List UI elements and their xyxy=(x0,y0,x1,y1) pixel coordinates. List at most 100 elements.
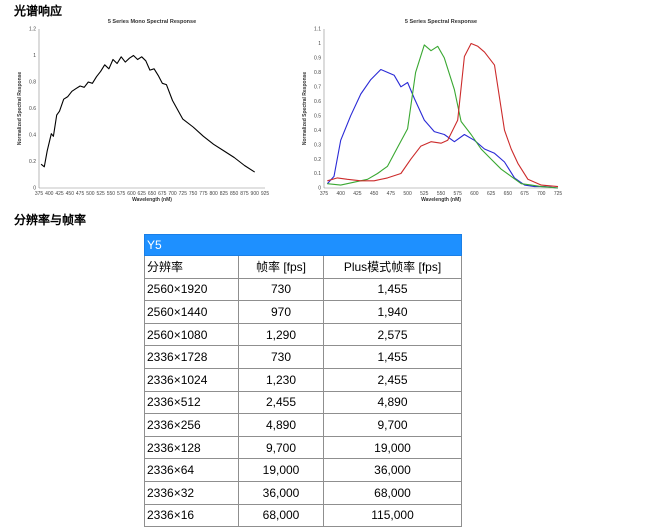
y-tick-label: 0.9 xyxy=(314,56,321,62)
cell-resolution: 2560×1440 xyxy=(144,300,239,324)
x-tick-label: 700 xyxy=(537,191,546,197)
chart-title: 5 Series Mono Spectral Response xyxy=(108,19,196,25)
y-tick-label: 0 xyxy=(33,186,36,192)
y-tick-label: 0.1 xyxy=(314,171,321,177)
cell-frame-rate: 730 xyxy=(238,345,324,369)
y-tick-label: 1 xyxy=(33,53,36,59)
x-tick-label: 375 xyxy=(320,191,329,197)
cell-resolution: 2560×1920 xyxy=(144,277,239,302)
cell-frame-rate: 9,700 xyxy=(238,435,324,460)
y-tick-label: 0.2 xyxy=(29,159,36,165)
x-tick-label: 500 xyxy=(403,191,412,197)
y-tick-label: 0.8 xyxy=(314,70,321,76)
x-tick-label: 775 xyxy=(199,191,208,197)
cell-frame-rate: 1,290 xyxy=(238,322,324,347)
x-axis-label: Wavelength (nM) xyxy=(132,197,172,203)
y-tick-label: 0.5 xyxy=(314,113,321,119)
x-tick-label: 400 xyxy=(45,191,54,197)
x-tick-label: 525 xyxy=(420,191,429,197)
x-tick-label: 600 xyxy=(127,191,136,197)
y-axis-label: Normalized Spectral Response xyxy=(17,72,23,146)
cell-resolution: 2560×1080 xyxy=(144,322,239,347)
cell-frame-rate: 36,000 xyxy=(238,480,324,505)
y-tick-label: 0.4 xyxy=(314,128,321,134)
cell-plus-frame-rate: 36,000 xyxy=(323,458,462,482)
cell-frame-rate: 68,000 xyxy=(238,503,324,527)
y-tick-label: 1.2 xyxy=(29,27,36,33)
series-line-1 xyxy=(40,54,255,173)
x-tick-label: 450 xyxy=(370,191,379,197)
x-tick-label: 500 xyxy=(86,191,95,197)
x-tick-label: 875 xyxy=(240,191,249,197)
x-tick-label: 525 xyxy=(96,191,105,197)
table-row: 2560×1440 970 1,940 xyxy=(144,300,462,324)
table-title-row: Y5 xyxy=(144,234,462,256)
x-tick-label: 575 xyxy=(454,191,463,197)
series-line-3 xyxy=(327,42,559,188)
x-tick-label: 400 xyxy=(337,191,346,197)
cell-frame-rate: 2,455 xyxy=(238,390,324,415)
x-tick-label: 750 xyxy=(189,191,198,197)
y-tick-label: 0.7 xyxy=(314,85,321,91)
x-tick-label: 900 xyxy=(251,191,260,197)
cell-resolution: 2336×256 xyxy=(144,413,239,437)
resolution-framerate-heading: 分辨率与帧率 xyxy=(14,213,87,227)
table-row: 2560×1080 1,290 2,575 xyxy=(144,322,462,347)
column-header-resolution: 分辨率 xyxy=(144,255,239,279)
x-tick-label: 725 xyxy=(179,191,188,197)
cell-frame-rate: 730 xyxy=(238,277,324,302)
x-tick-label: 675 xyxy=(158,191,167,197)
x-tick-label: 625 xyxy=(487,191,496,197)
cell-resolution: 2336×64 xyxy=(144,458,239,482)
mono-spectral-chart: 5 Series Mono Spectral Response 0 0.2 0.4 0.… xyxy=(17,19,270,203)
y-tick-label: 1 xyxy=(318,41,321,47)
x-tick-label: 475 xyxy=(387,191,396,197)
y-tick-label: 0.6 xyxy=(314,99,321,105)
y-axis-label: Normalized Spectral Response xyxy=(302,72,308,146)
column-header-frame-rate: 帧率 [fps] xyxy=(238,255,324,279)
x-tick-label: 675 xyxy=(520,191,529,197)
column-header-plus-frame-rate: Plus模式帧率 [fps] xyxy=(323,255,462,279)
x-tick-label: 375 xyxy=(35,191,44,197)
cell-plus-frame-rate: 1,940 xyxy=(323,300,462,324)
x-tick-label: 650 xyxy=(504,191,513,197)
x-tick-label: 425 xyxy=(353,191,362,197)
cell-plus-frame-rate: 2,455 xyxy=(323,367,462,392)
x-tick-label: 425 xyxy=(55,191,64,197)
table-row: 2336×128 9,700 19,000 xyxy=(144,435,462,460)
chart-title: 5 Series Spectral Response xyxy=(405,19,477,25)
cell-plus-frame-rate: 68,000 xyxy=(323,480,462,505)
x-axis-label: Wavelength (nM) xyxy=(421,197,461,203)
x-tick-label: 550 xyxy=(437,191,446,197)
x-tick-label: 925 xyxy=(261,191,270,197)
cell-plus-frame-rate: 4,890 xyxy=(323,390,462,415)
cell-plus-frame-rate: 2,575 xyxy=(323,322,462,347)
cell-resolution: 2336×1024 xyxy=(144,367,239,392)
x-tick-label: 600 xyxy=(470,191,479,197)
x-tick-label: 550 xyxy=(107,191,116,197)
x-tick-label: 475 xyxy=(76,191,85,197)
cell-resolution: 2336×16 xyxy=(144,503,239,527)
cell-plus-frame-rate: 9,700 xyxy=(323,413,462,437)
y-tick-label: 0.2 xyxy=(314,157,321,163)
cell-plus-frame-rate: 115,000 xyxy=(323,503,462,527)
x-tick-label: 575 xyxy=(117,191,126,197)
x-tick-label: 825 xyxy=(220,191,229,197)
color-spectral-chart: 5 Series Spectral Response 0 0.1 0.2 0.3 0.4 0… xyxy=(302,19,562,203)
x-tick-label: 700 xyxy=(168,191,177,197)
cell-plus-frame-rate: 1,455 xyxy=(323,277,462,302)
cell-resolution: 2336×512 xyxy=(144,390,239,415)
series-line-1 xyxy=(326,68,559,189)
cell-frame-rate: 4,890 xyxy=(238,413,324,437)
x-tick-label: 800 xyxy=(209,191,218,197)
table-row: 2336×512 2,455 4,890 xyxy=(144,390,462,415)
x-tick-label: 450 xyxy=(66,191,75,197)
table-row: 2336×64 19,000 36,000 xyxy=(144,458,462,482)
cell-resolution: 2336×128 xyxy=(144,435,239,460)
x-tick-label: 650 xyxy=(148,191,157,197)
y-tick-label: 0 xyxy=(318,186,321,192)
table-row: 2336×32 36,000 68,000 xyxy=(144,480,462,505)
y-tick-label: 0.4 xyxy=(29,133,36,139)
table-header-row: 分辨率 帧率 [fps] Plus模式帧率 [fps] xyxy=(144,255,462,279)
resolution-table: Y5 分辨率 帧率 [fps] Plus模式帧率 [fps] 2560×1920… xyxy=(144,234,462,527)
